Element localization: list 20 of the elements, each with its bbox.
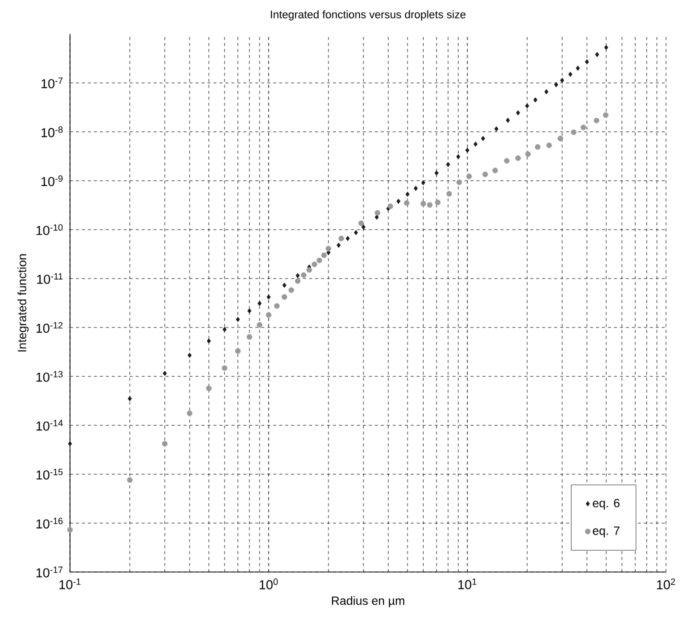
y-tick-label: 10$^{-8}$ [42, 126, 63, 138]
x-tick-label: 10$^{-1}$ [60, 578, 81, 590]
y-tick-label: 10$^{-11}$ [37, 273, 63, 284]
y-tick-label: 10$^{-17}$ [36, 566, 63, 578]
y-tick-label: 10$^{-7}$ [42, 78, 63, 88]
x-axis-title: Radius en µm [332, 596, 404, 608]
y-tick-label: 10$^{-12}$ [36, 322, 63, 333]
y-tick-label: 10$^{-15}$ [36, 468, 63, 480]
x-tick-label: 10$^{1}$ [458, 578, 476, 590]
y-tick-label: 10$^{-9}$ [42, 175, 63, 186]
y-axis-title: Integrated function [18, 254, 29, 352]
x-tick-label: 10$^{0}$ [260, 578, 278, 590]
y-tick-label: 10$^{-13}$ [36, 370, 63, 382]
y-tick-label: 10$^{-16}$ [36, 518, 63, 528]
y-tick-label: 10$^{-14}$ [36, 420, 63, 431]
legend-label: eq. 7 [592, 526, 620, 538]
y-tick-label: 10$^{-10}$ [36, 224, 63, 236]
x-tick-label: 10$^{2}$ [657, 578, 676, 590]
legend-label: eq. 6 [592, 498, 620, 510]
chart-title: Integrated fonctions versus droplets size [270, 10, 466, 20]
